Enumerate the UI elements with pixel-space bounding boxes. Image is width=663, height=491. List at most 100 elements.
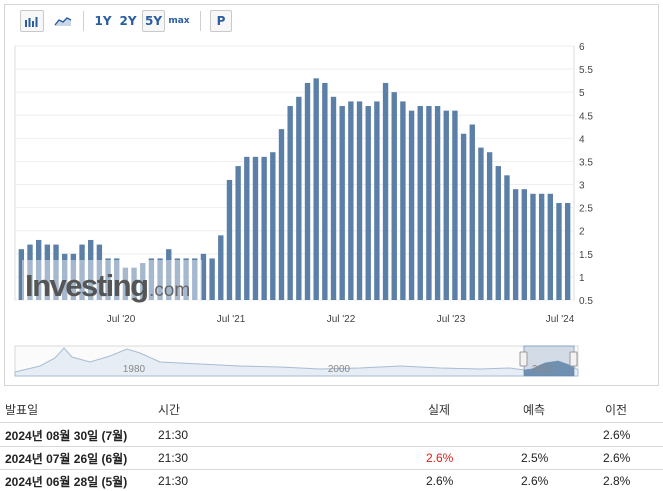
row-date: 2024년 08월 30일 (7월) xyxy=(5,428,128,443)
header-date: 발표일 xyxy=(5,402,39,417)
range-max-button[interactable]: max xyxy=(168,16,190,26)
chart-bar xyxy=(304,82,311,300)
chart-bar xyxy=(244,156,250,300)
chart-bar xyxy=(183,258,189,300)
chart-bar xyxy=(200,253,207,300)
chart-bar xyxy=(53,244,59,300)
navigator-selection-series xyxy=(524,361,574,376)
chart-bar xyxy=(547,193,554,300)
row-actual: 2.6% xyxy=(426,451,454,465)
navigator-label: 2000 xyxy=(328,364,351,375)
chart-bar xyxy=(218,235,224,300)
p-button[interactable]: P xyxy=(210,10,232,32)
table-row: 2024년 07월 26일 (6월) 21:30 2.6% 2.5% 2.6% xyxy=(0,447,663,469)
chart-bar xyxy=(96,244,103,300)
chart-bar xyxy=(70,253,77,300)
row-previous: 2.6% xyxy=(603,428,631,442)
y-tick-label: 3 xyxy=(579,181,585,192)
chart-bar xyxy=(252,156,259,300)
navigator-handle-left[interactable] xyxy=(519,351,528,367)
chart-bar xyxy=(235,166,241,300)
chart-bar xyxy=(530,193,536,300)
chart-bar xyxy=(504,175,510,300)
x-tick-label: Jul '23 xyxy=(437,314,466,325)
y-tick-label: 4 xyxy=(579,134,585,145)
chart-bar xyxy=(261,156,267,300)
header-forecast: 예측 xyxy=(523,402,546,417)
row-time: 21:30 xyxy=(158,451,189,465)
chart-bar xyxy=(443,110,449,301)
header-previous: 이전 xyxy=(605,402,628,417)
toolbar-separator xyxy=(200,11,201,31)
chart-bar xyxy=(27,244,33,300)
y-tick-label: 6 xyxy=(579,42,585,53)
y-tick-label: 1.5 xyxy=(579,250,593,261)
range-1y-button[interactable]: 1Y xyxy=(94,14,112,28)
row-divider xyxy=(0,469,663,470)
row-divider xyxy=(0,422,663,423)
chart-bar xyxy=(512,189,519,300)
chart-bar xyxy=(365,106,371,300)
y-tick-label: 2 xyxy=(579,227,585,238)
chart-bar xyxy=(408,110,415,301)
y-tick-label: 0.5 xyxy=(579,296,593,307)
chart-bar xyxy=(478,147,484,300)
table-header-row: 발표일 시간 실제 예측 이전 xyxy=(0,398,663,420)
watermark-suffix: .com xyxy=(149,280,190,301)
range-5y-button[interactable]: 5Y xyxy=(142,10,165,32)
chart-bar xyxy=(434,106,441,300)
chart-bar xyxy=(140,263,146,300)
chart-bar xyxy=(226,179,233,300)
header-time: 시간 xyxy=(158,402,181,417)
chart-bar xyxy=(44,244,51,300)
navigator-handle-right[interactable] xyxy=(569,351,578,367)
chart-bar xyxy=(564,203,571,300)
chart-bar xyxy=(374,101,380,300)
chart-bar xyxy=(330,96,337,300)
chart-bar xyxy=(495,166,501,300)
chart-bar xyxy=(157,258,163,300)
row-previous: 2.6% xyxy=(603,451,631,465)
chart-bar xyxy=(400,101,406,300)
chart-toolbar: 1Y 2Y 5Y max P xyxy=(5,5,658,37)
bar-chart-icon[interactable] xyxy=(20,10,44,32)
chart-bar xyxy=(469,124,475,300)
chart-bar xyxy=(166,249,172,300)
chart-bar xyxy=(417,106,423,300)
table-row: 2024년 06월 28일 (5월) 21:30 2.6% 2.6% 2.8% xyxy=(0,470,663,491)
chart-bar xyxy=(122,267,129,300)
chart-bar xyxy=(339,106,345,300)
chart-bar xyxy=(62,253,68,300)
chart-bar xyxy=(79,244,85,300)
chart-bar xyxy=(391,92,397,300)
chart-bar xyxy=(348,101,354,300)
row-date: 2024년 06월 28일 (5월) xyxy=(5,474,128,489)
chart-bar xyxy=(452,110,458,301)
x-tick-label: Jul '20 xyxy=(107,314,136,325)
x-tick-label: Jul '24 xyxy=(546,314,575,325)
chart-bar xyxy=(521,189,527,300)
row-forecast: 2.5% xyxy=(521,451,549,465)
row-forecast: 2.6% xyxy=(521,474,549,488)
row-divider xyxy=(0,446,663,447)
navigator-label: 1980 xyxy=(123,364,146,375)
area-chart-icon[interactable] xyxy=(51,10,75,32)
x-tick-label: Jul '22 xyxy=(327,314,356,325)
chart-bar xyxy=(148,258,155,300)
chart-area: 6 5.5 5 4.5 4 3.5 3 2.5 2 1.5 1 0.5 Investing .com Jul… xyxy=(14,42,593,377)
investing-watermark: Investing .com xyxy=(22,260,202,303)
chart-bar xyxy=(486,152,493,300)
toolbar-separator xyxy=(83,11,84,31)
y-tick-label: 5 xyxy=(579,88,585,99)
row-date: 2024년 07월 26일 (6월) xyxy=(5,451,128,466)
chart-bar xyxy=(460,133,467,300)
chart-bar xyxy=(209,258,215,300)
chart-bar xyxy=(131,267,137,300)
chart-bar xyxy=(556,203,562,300)
chart-bar xyxy=(18,249,25,300)
chart-bar xyxy=(192,258,198,300)
chart-bar xyxy=(538,193,545,300)
watermark-backdrop xyxy=(22,260,202,300)
header-actual: 실제 xyxy=(428,402,451,417)
range-2y-button[interactable]: 2Y xyxy=(119,14,137,28)
